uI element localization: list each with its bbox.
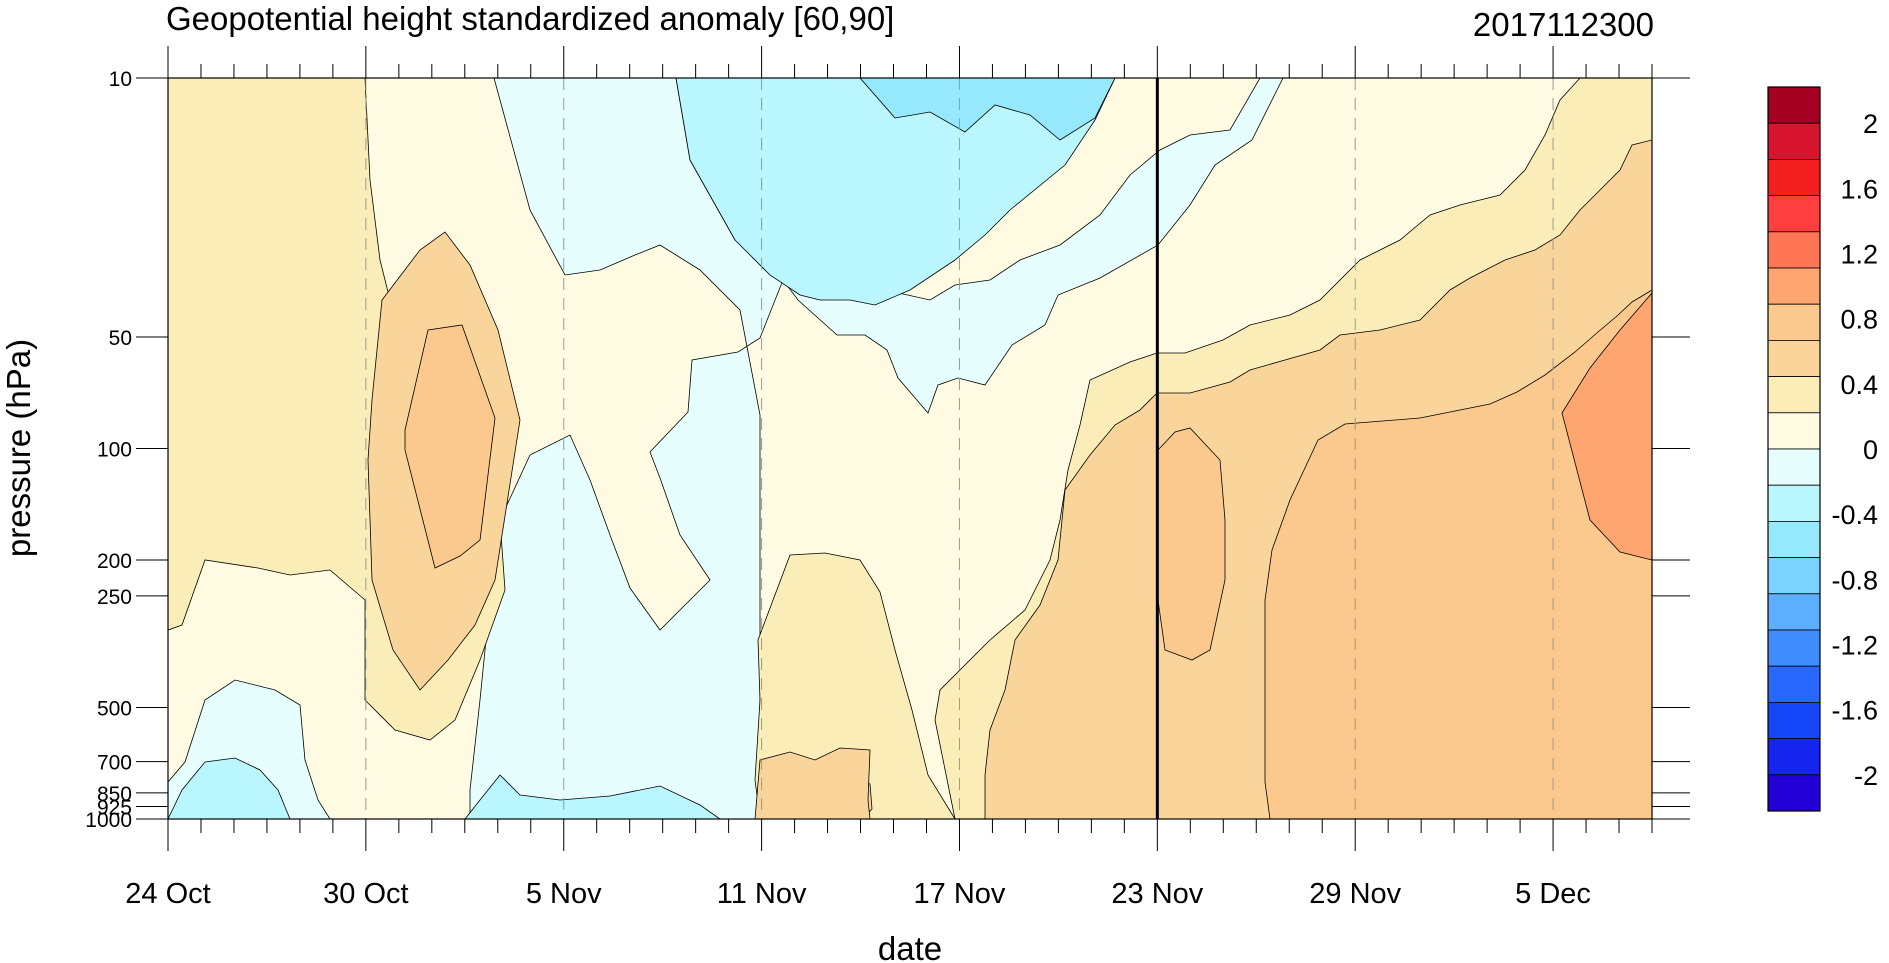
colorbar-swatch bbox=[1767, 774, 1821, 812]
x-tick-label: 29 Nov bbox=[1309, 878, 1401, 910]
colorbar-label: -0.4 bbox=[1831, 500, 1878, 530]
y-tick-label: 250 bbox=[97, 586, 132, 609]
x-tick-label: 24 Oct bbox=[125, 878, 210, 910]
contour-region-neg-upper-level2 bbox=[675, 77, 1116, 306]
colorbar-label: -0.8 bbox=[1831, 565, 1878, 595]
contour-regions bbox=[167, 77, 1653, 820]
contour-region-pos-middle-lower bbox=[754, 552, 956, 820]
x-axis: 24 Oct 30 Oct 5 Nov 11 Nov 17 Nov 23 Nov 29 No… bbox=[125, 46, 1653, 910]
contour-region-neg-lower-left-core bbox=[167, 757, 291, 820]
colorbar-swatch bbox=[1767, 339, 1821, 377]
chart-title: Geopotential height standardized anomaly… bbox=[166, 0, 894, 37]
colorbar-swatch bbox=[1767, 231, 1821, 269]
colorbar-swatch bbox=[1767, 702, 1821, 740]
colorbar-label: 1.2 bbox=[1840, 240, 1878, 270]
colorbar-swatch bbox=[1767, 557, 1821, 595]
colorbar-swatch bbox=[1767, 738, 1821, 776]
colorbar-label: -1.6 bbox=[1831, 696, 1878, 726]
colorbar-swatch bbox=[1767, 376, 1821, 414]
colorbar-frame bbox=[1767, 86, 1821, 812]
colorbar-label: 0 bbox=[1863, 435, 1878, 465]
contour-region-pos-right-core bbox=[1157, 427, 1226, 661]
colorbar-swatch bbox=[1767, 593, 1821, 631]
y-tick-label: 50 bbox=[109, 327, 132, 350]
y-tick-label: 925 bbox=[97, 796, 132, 819]
colorbar-swatch bbox=[1767, 665, 1821, 703]
colorbar: 2 1.6 1.2 0.8 0.4 0 -0.4 -0.8 -1.2 -1.6 -2 bbox=[1767, 86, 1878, 812]
y-tick-label: 1000 bbox=[85, 809, 132, 832]
x-tick-label: 17 Nov bbox=[914, 878, 1006, 910]
colorbar-swatch bbox=[1767, 195, 1821, 233]
colorbar-swatch bbox=[1767, 484, 1821, 522]
colorbar-label: 0.8 bbox=[1840, 305, 1878, 335]
x-tick-label: 23 Nov bbox=[1111, 878, 1203, 910]
colorbar-label: 1.6 bbox=[1840, 174, 1878, 204]
colorbar-swatch bbox=[1767, 303, 1821, 341]
colorbar-swatch bbox=[1767, 86, 1821, 124]
colorbar-swatch bbox=[1767, 448, 1821, 486]
colorbar-swatch bbox=[1767, 521, 1821, 559]
colorbar-label: 0.4 bbox=[1840, 370, 1878, 400]
y-tick-label: 200 bbox=[97, 550, 132, 573]
x-tick-label: 11 Nov bbox=[717, 878, 807, 910]
contour-region-pos-left-center bbox=[404, 324, 496, 569]
x-tick-label: 30 Oct bbox=[323, 878, 408, 910]
colorbar-label: -1.2 bbox=[1831, 630, 1878, 660]
contour-region-neg-upper bbox=[469, 77, 1284, 820]
x-axis-label: date bbox=[878, 930, 942, 963]
x-tick-label: 5 Nov bbox=[526, 878, 602, 910]
chart-date-label: 2017112300 bbox=[1473, 6, 1654, 43]
contour-region-neg-core bbox=[859, 77, 1116, 141]
y-tick-label: 500 bbox=[97, 697, 132, 720]
colorbar-swatch bbox=[1767, 412, 1821, 450]
colorbar-swatch bbox=[1767, 158, 1821, 196]
colorbar-label: 2 bbox=[1863, 109, 1878, 139]
y-tick-label: 10 bbox=[109, 68, 132, 91]
colorbar-swatch bbox=[1767, 267, 1821, 305]
plot-area bbox=[167, 77, 1653, 820]
contour-region-neg-lower-mid bbox=[464, 774, 722, 820]
colorbar-swatch bbox=[1767, 122, 1821, 160]
colorbar-swatch bbox=[1767, 629, 1821, 667]
colorbar-label: -2 bbox=[1854, 761, 1878, 791]
y-tick-label: 700 bbox=[97, 752, 132, 775]
contour-region-pos-far-right-core bbox=[1264, 289, 1653, 820]
y-tick-label: 100 bbox=[97, 439, 132, 462]
y-tick-label: 850 bbox=[97, 783, 132, 806]
y-axis-label: pressure (hPa) bbox=[0, 339, 37, 557]
contour-region-pos-11nov-lower bbox=[754, 747, 871, 820]
x-tick-label: 5 Dec bbox=[1515, 878, 1591, 910]
